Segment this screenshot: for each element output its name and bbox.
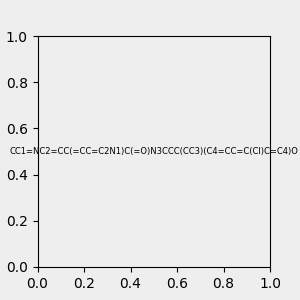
Text: CC1=NC2=CC(=CC=C2N1)C(=O)N3CCC(CC3)(C4=CC=C(Cl)C=C4)O: CC1=NC2=CC(=CC=C2N1)C(=O)N3CCC(CC3)(C4=C… xyxy=(9,147,298,156)
